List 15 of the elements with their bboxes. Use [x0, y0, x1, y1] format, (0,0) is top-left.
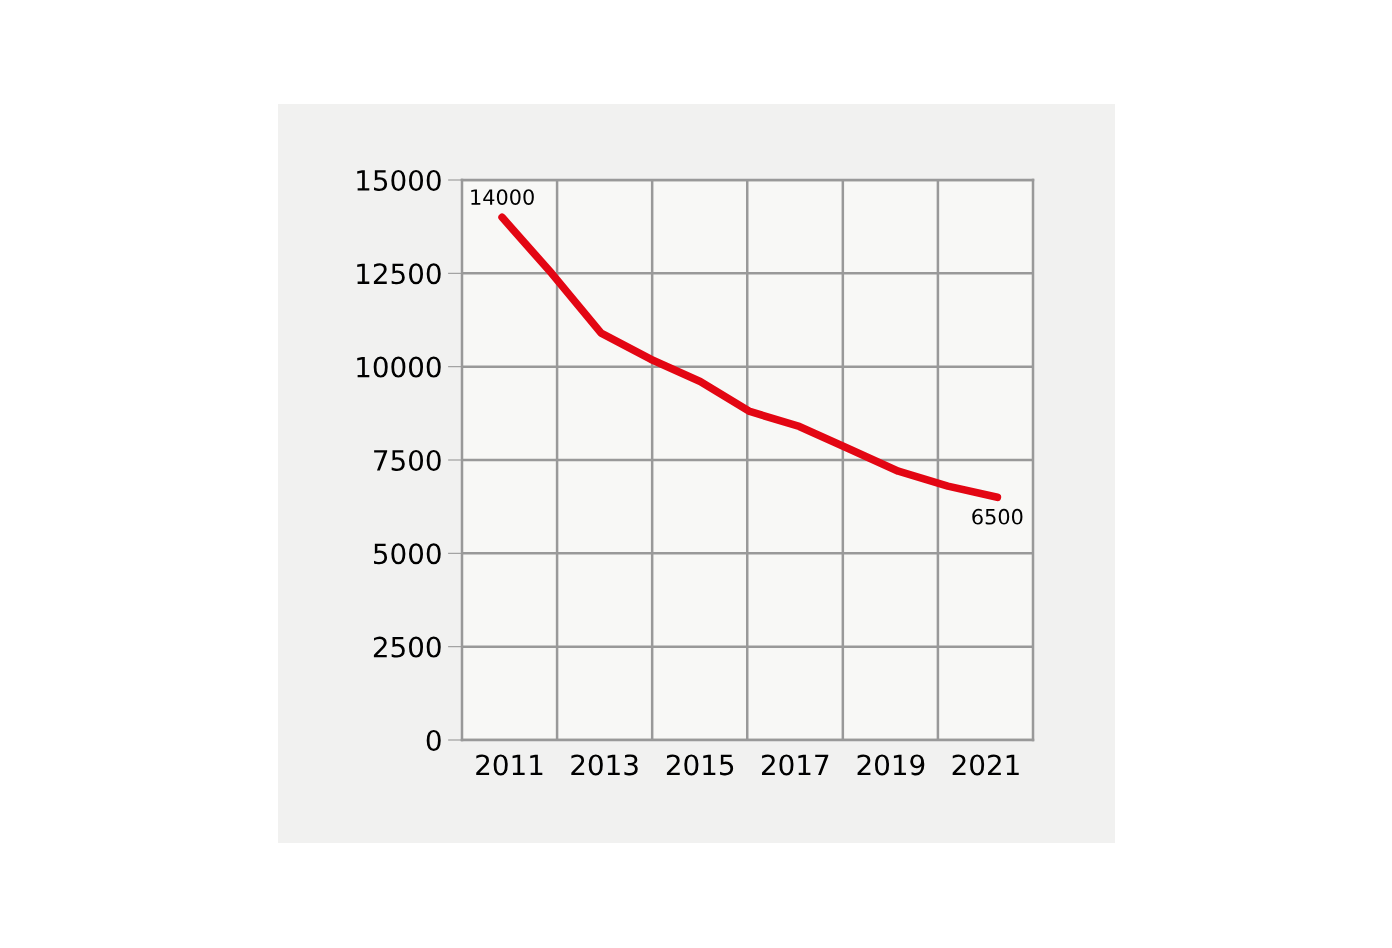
x-tick-label: 2013 [571, 754, 638, 776]
x-tick-label: 2015 [666, 754, 734, 776]
data-label: 6500 [972, 508, 1023, 525]
x-tick-label: 2011 [476, 754, 543, 776]
y-tick-label: 7500 [374, 449, 441, 471]
y-tick-label: 5000 [374, 543, 441, 565]
data-label: 14000 [471, 189, 534, 205]
x-tick-label: 2021 [952, 754, 1019, 776]
x-tick-label: 2019 [857, 754, 925, 776]
y-tick-label: 0 [426, 729, 441, 751]
y-tick-label: 10000 [357, 356, 441, 378]
y-tick-label: 2500 [373, 636, 441, 658]
y-tick-label: 15000 [357, 169, 441, 191]
x-tick-label: 2017 [761, 754, 829, 776]
y-tick-label: 12500 [357, 263, 441, 285]
